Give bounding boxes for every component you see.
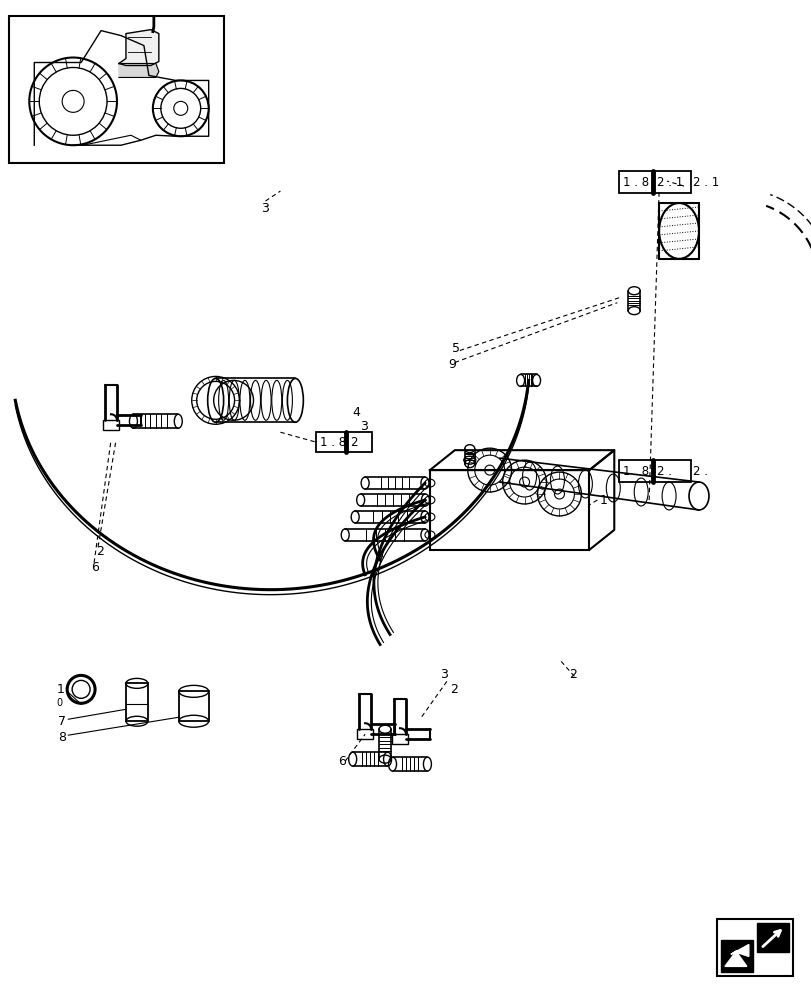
Text: 9: 9: [448, 358, 455, 371]
Text: 4: 4: [352, 406, 359, 419]
Text: 3: 3: [360, 420, 367, 433]
Text: 1 . 8: 1 . 8: [623, 176, 649, 189]
Bar: [716, 919, 792, 976]
Text: 6: 6: [338, 755, 345, 768]
Text: 3: 3: [440, 668, 447, 681]
Bar: [429, 470, 589, 550]
Text: 1 . 8: 1 . 8: [320, 436, 346, 449]
Text: 2: 2: [96, 545, 104, 558]
Bar: [178, 691, 208, 721]
Bar: [619, 171, 690, 193]
Text: 6: 6: [91, 561, 99, 574]
Text: 7: 7: [58, 715, 67, 728]
Polygon shape: [720, 940, 752, 972]
Bar: [126, 683, 148, 721]
Polygon shape: [119, 63, 159, 77]
Polygon shape: [724, 944, 748, 966]
Text: 5: 5: [451, 342, 459, 355]
Text: 2 . 1: 2 . 1: [656, 176, 683, 189]
Bar: [392, 734, 407, 744]
Bar: [619, 460, 690, 482]
Bar: [10, 16, 223, 163]
Text: 2: 2: [449, 683, 457, 696]
Bar: [103, 420, 119, 430]
Bar: [357, 729, 372, 739]
Polygon shape: [756, 923, 787, 952]
Text: 2 .: 2 .: [692, 465, 707, 478]
Text: 1 . 8: 1 . 8: [623, 465, 649, 478]
Text: 2 .: 2 .: [656, 465, 672, 478]
Text: 3: 3: [261, 202, 269, 215]
Polygon shape: [119, 30, 159, 65]
Text: 1: 1: [599, 493, 607, 506]
Text: 0: 0: [56, 698, 62, 708]
Text: 2: 2: [350, 436, 358, 449]
Text: 1: 1: [56, 683, 64, 696]
Text: 2 . 1: 2 . 1: [692, 176, 719, 189]
Text: 8: 8: [58, 731, 67, 744]
Text: 2: 2: [569, 668, 577, 681]
Bar: [316, 432, 371, 452]
